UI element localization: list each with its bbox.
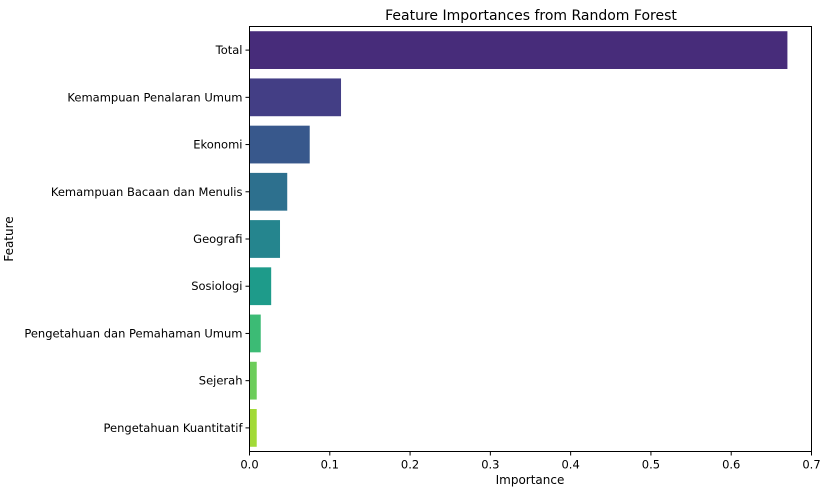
x-axis-ticks: 0.0 0.1 0.2 0.3 0.4 0.5 0.6 0.7 [240, 451, 821, 472]
bar-1 [249, 78, 342, 117]
y-tick-label: Ekonomi [193, 138, 242, 152]
y-tick-label: Kemampuan Bacaan dan Menulis [51, 185, 243, 199]
bar-0 [249, 31, 788, 69]
bar-2 [249, 125, 310, 164]
y-axis-label: Feature [2, 216, 16, 261]
bar-4 [249, 220, 281, 258]
bar-8 [249, 409, 257, 447]
y-tick-label: Sosiologi [191, 279, 242, 293]
y-tick-label: Pengetahuan dan Pemahaman Umum [24, 326, 242, 340]
bars-group [249, 31, 788, 447]
chart-title: Feature Importances from Random Forest [385, 8, 677, 24]
x-tick-label: 0.2 [401, 458, 419, 472]
x-tick-label: 0.1 [321, 458, 339, 472]
x-tick-label: 0.4 [561, 458, 579, 472]
y-tick-label: Sejerah [199, 374, 243, 388]
y-tick-label: Geografi [193, 232, 242, 246]
x-axis-label: Importance [496, 473, 565, 487]
y-axis-ticks: Total Kemampuan Penalaran Umum Ekonomi Kema… [24, 43, 250, 435]
y-tick-label: Total [215, 43, 243, 57]
bar-3 [249, 172, 288, 211]
y-tick-label: Pengetahuan Kuantitatif [104, 421, 244, 435]
x-tick-label: 0.0 [240, 458, 258, 472]
x-tick-label: 0.6 [722, 458, 740, 472]
y-tick-label: Kemampuan Penalaran Umum [67, 90, 242, 104]
x-tick-label: 0.3 [481, 458, 499, 472]
bar-5 [249, 267, 272, 306]
x-tick-label: 0.7 [802, 458, 820, 472]
x-tick-label: 0.5 [642, 458, 660, 472]
bar-6 [249, 314, 261, 353]
bar-7 [249, 361, 257, 400]
